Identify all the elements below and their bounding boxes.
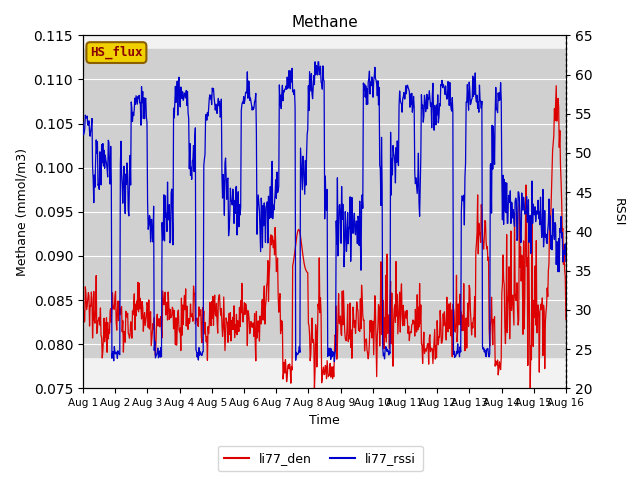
Y-axis label: RSSI: RSSI bbox=[612, 198, 625, 226]
Text: HS_flux: HS_flux bbox=[90, 46, 143, 59]
Y-axis label: Methane (mmol/m3): Methane (mmol/m3) bbox=[15, 148, 28, 276]
Bar bbox=[83, 48, 566, 358]
Legend: li77_den, li77_rssi: li77_den, li77_rssi bbox=[218, 446, 422, 471]
X-axis label: Time: Time bbox=[309, 414, 340, 427]
Title: Methane: Methane bbox=[291, 15, 358, 30]
